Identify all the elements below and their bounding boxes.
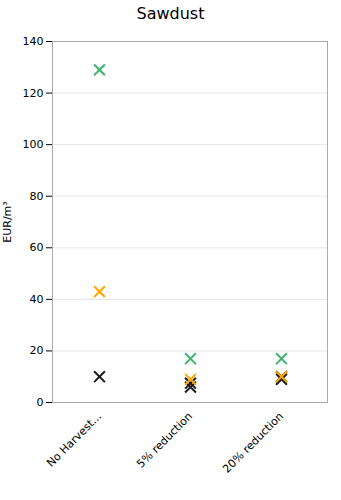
svg-text:140: 140 (23, 35, 44, 48)
svg-text:80: 80 (30, 190, 44, 203)
svg-text:100: 100 (23, 138, 44, 151)
svg-text:120: 120 (23, 87, 44, 100)
svg-text:No Harvest...: No Harvest... (44, 410, 104, 470)
svg-text:EUR/m³: EUR/m³ (1, 201, 14, 242)
svg-text:60: 60 (30, 241, 44, 254)
svg-text:20% reduction: 20% reduction (220, 410, 286, 476)
svg-text:5% reduction: 5% reduction (134, 410, 195, 471)
svg-text:0: 0 (37, 396, 44, 409)
svg-text:20: 20 (30, 344, 44, 357)
html-text:Sawdust: Sawdust (136, 4, 205, 23)
svg-text:40: 40 (30, 293, 44, 306)
